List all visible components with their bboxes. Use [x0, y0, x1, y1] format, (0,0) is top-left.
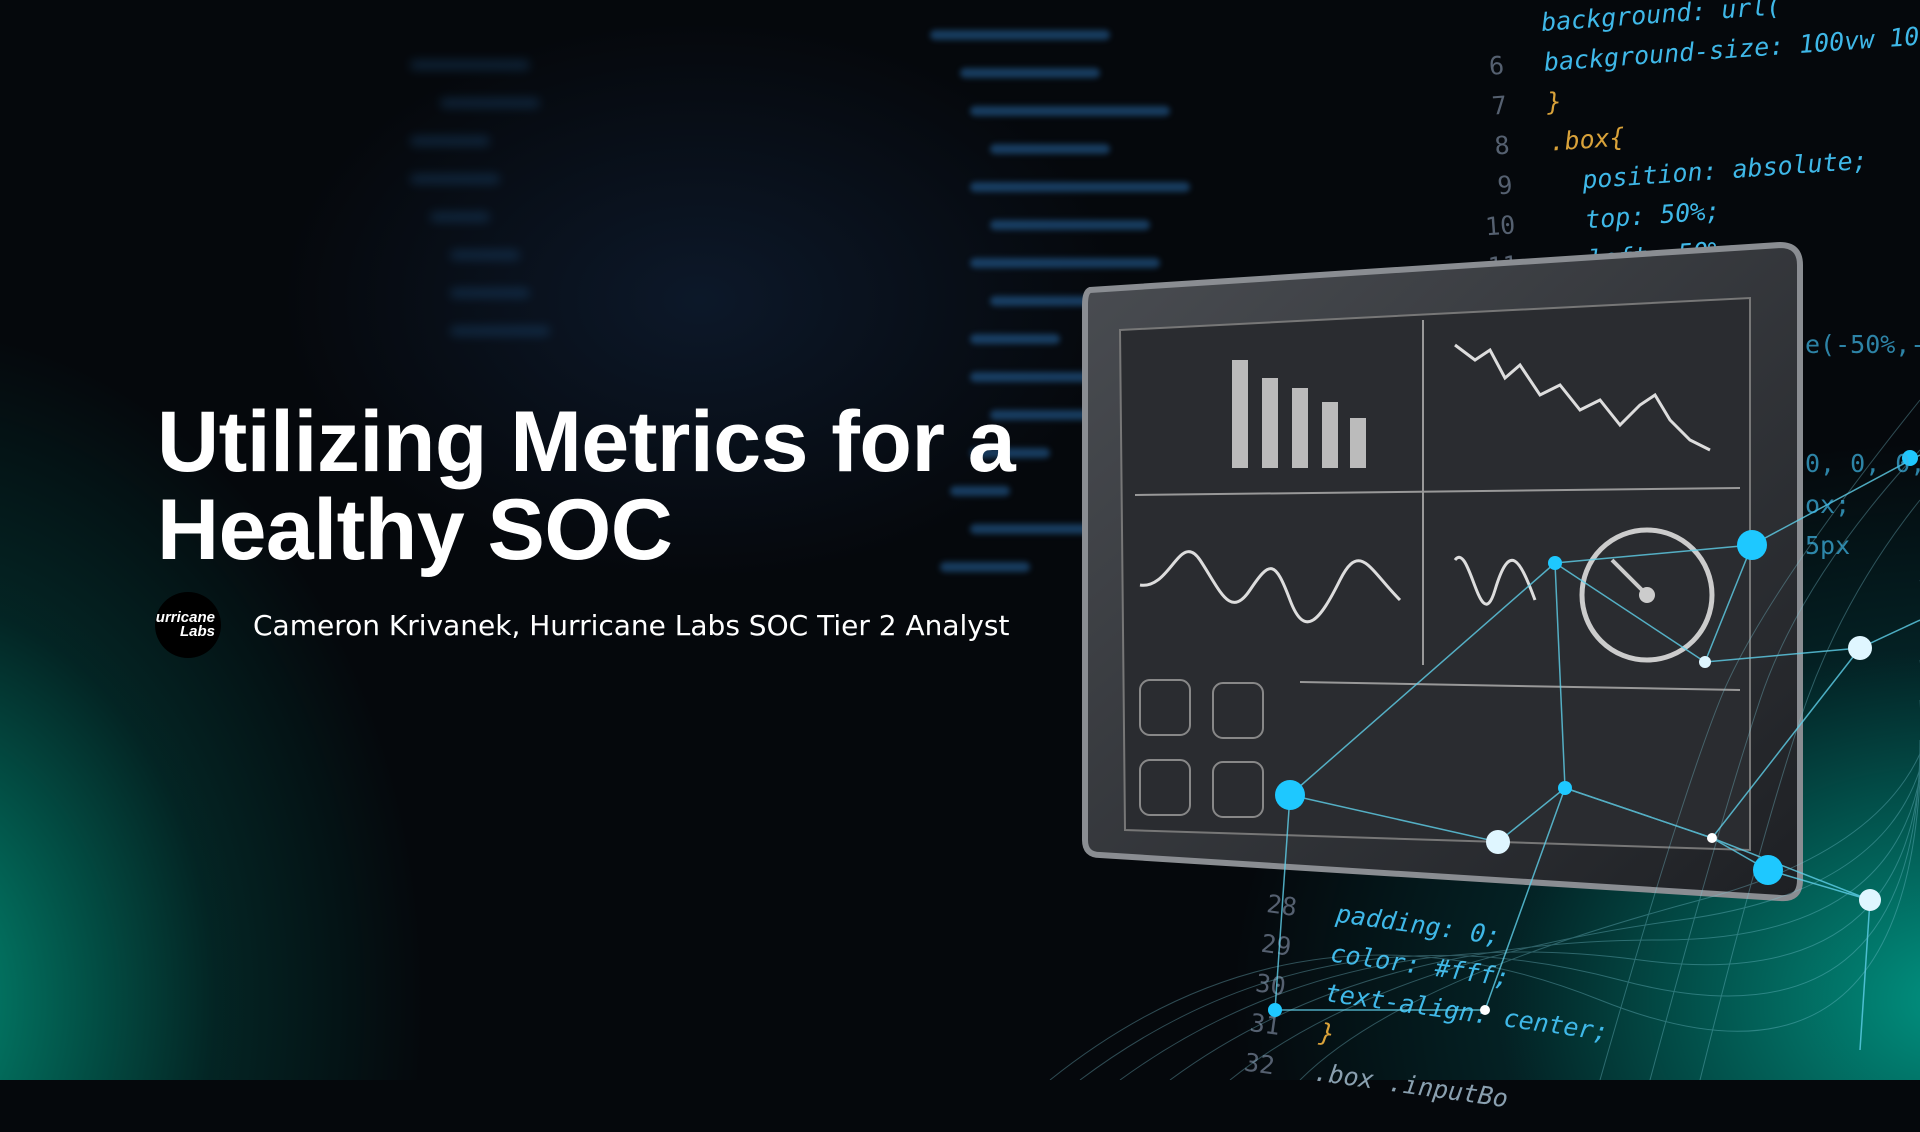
logo-text: Labs [179, 623, 215, 640]
blurred-code-background [930, 30, 1190, 600]
gauge-icon [1579, 527, 1715, 663]
line-chart-icon [1454, 343, 1711, 452]
code-text: 0, 0, 0, [1805, 449, 1920, 478]
bar-chart-icon [1232, 360, 1366, 468]
network-mesh [1274, 454, 1920, 1051]
logo-text: Hurricane [155, 609, 215, 626]
code-text: 5px [1805, 531, 1851, 560]
title-line-1: Utilizing Metrics for a [157, 394, 1016, 490]
wave-chart-icon [1139, 550, 1402, 624]
hurricane-labs-logo: Hurricane Labs [155, 592, 221, 658]
dashboard-illustration [1049, 241, 1920, 1080]
dashboard-panel [1082, 241, 1803, 902]
page-title: Utilizing Metrics for a Healthy SOC [157, 398, 1016, 574]
wireframe-wave [1049, 399, 1920, 1080]
code-text: e(-50%,- [1805, 330, 1920, 359]
wave-chart-icon-small [1453, 555, 1537, 606]
widget-icons [1139, 679, 1264, 818]
title-line-2: Healthy SOC [157, 482, 673, 578]
blurred-code-background-far [380, 60, 550, 364]
code-text: ox; [1805, 490, 1851, 519]
author-text: Cameron Krivanek, Hurricane Labs SOC Tie… [253, 608, 1010, 642]
code-snippet-side: e(-50%,- 0, 0, 0, ox; 5px [1805, 330, 1920, 572]
network-nodes [1268, 450, 1918, 1017]
author-byline: Hurricane Labs Cameron Krivanek, Hurrica… [155, 592, 1009, 658]
